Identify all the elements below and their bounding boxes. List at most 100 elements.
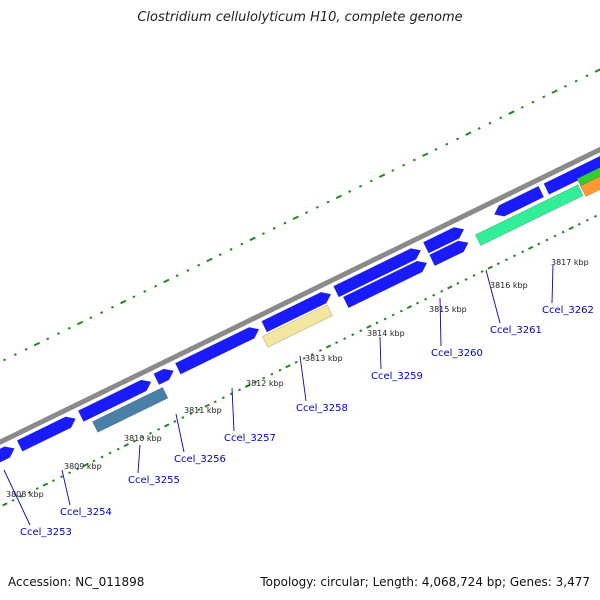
inner-tick-mark xyxy=(585,218,589,222)
outer-tick-mark xyxy=(89,316,93,320)
gene-label: Ccel_3262 xyxy=(542,305,594,316)
outer-tick-mark xyxy=(594,68,600,73)
outer-tick-mark xyxy=(585,74,589,78)
outer-tick-mark xyxy=(67,326,71,330)
outer-tick-mark xyxy=(465,131,472,136)
inner-tick-mark xyxy=(504,258,508,262)
kbp-label: 3810 kbp xyxy=(124,434,162,443)
outer-tick-mark xyxy=(358,184,363,188)
inner-tick-mark xyxy=(359,329,363,333)
inner-tick-mark xyxy=(456,281,460,285)
kbp-label: 3814 kbp xyxy=(367,329,405,338)
gene-label: Ccel_3256 xyxy=(174,454,226,465)
outer-tick-mark xyxy=(378,173,386,178)
inner-tick-mark xyxy=(35,487,39,490)
outer-tick-mark xyxy=(402,163,406,167)
outer-tick-mark xyxy=(197,263,201,267)
inner-tick-mark xyxy=(149,431,153,435)
inner-tick-mark xyxy=(2,502,8,507)
outer-tick-mark xyxy=(563,84,567,88)
outer-tick-mark xyxy=(315,205,319,209)
gene-feature xyxy=(153,368,174,385)
inner-tick-mark xyxy=(310,352,314,356)
gene-feature xyxy=(16,416,76,452)
outer-tick-mark xyxy=(412,158,416,162)
outer-tick-mark xyxy=(100,311,104,314)
inner-tick-mark xyxy=(472,274,476,277)
inner-tick-mark xyxy=(270,372,274,376)
outer-tick-mark xyxy=(13,353,17,357)
inner-tick-mark xyxy=(51,479,55,483)
gene-feature xyxy=(175,327,260,375)
gene-label: Ccel_3261 xyxy=(490,325,542,336)
inner-tick-mark xyxy=(60,475,64,479)
inner-tick-mark xyxy=(189,412,193,416)
gene-label-leader xyxy=(175,413,185,453)
genes-track xyxy=(0,156,600,463)
inner-tick-mark xyxy=(164,423,170,428)
inner-tick-mark xyxy=(140,435,144,439)
inner-tick-mark xyxy=(513,254,517,258)
inner-tick-mark xyxy=(204,403,210,408)
inner-tick-mark xyxy=(351,333,355,337)
gene-label-leader xyxy=(551,264,554,304)
outer-tick-mark xyxy=(154,284,158,288)
kbp-label: 3813 kbp xyxy=(305,354,343,363)
inner-tick-mark xyxy=(173,420,177,423)
outer-tick-mark xyxy=(391,169,395,172)
inner-tick-mark xyxy=(237,388,242,392)
inner-tick-mark xyxy=(11,498,15,502)
outer-tick-mark xyxy=(499,116,503,120)
outer-tick-mark xyxy=(229,247,233,251)
gene-feature xyxy=(0,446,15,463)
inner-tick-mark xyxy=(76,467,80,471)
outer-tick-mark xyxy=(542,95,546,99)
inner-tick-mark xyxy=(545,238,549,242)
inner-tick-mark xyxy=(521,250,525,254)
inner-tick-mark xyxy=(480,270,484,273)
gene-label-leader xyxy=(231,387,235,432)
map-title: Clostridium cellulolyticum H10, complete… xyxy=(137,10,463,25)
inner-tick-mark xyxy=(254,380,258,384)
outer-tick-mark xyxy=(574,79,578,83)
inner-tick-mark xyxy=(399,309,403,313)
gene-feature xyxy=(429,240,469,267)
kbp-label: 3817 kbp xyxy=(551,258,589,267)
gene-label-leader xyxy=(439,297,442,347)
inner-tick-mark xyxy=(83,462,89,467)
inner-tick-mark xyxy=(366,324,372,329)
outer-tick-mark xyxy=(143,290,147,293)
outer-tick-mark xyxy=(422,152,429,157)
inner-tick-mark xyxy=(294,360,298,364)
outer-tick-mark xyxy=(292,215,299,221)
outer-tick-mark xyxy=(283,221,287,225)
kbp-label: 3812 kbp xyxy=(246,379,284,388)
outer-tick-mark xyxy=(163,278,170,284)
inner-tick-mark xyxy=(335,341,339,344)
inner-tick-mark xyxy=(42,482,49,487)
inner-tick-mark xyxy=(424,297,428,301)
inner-tick-mark xyxy=(406,305,413,310)
outer-tick-mark xyxy=(218,253,222,257)
inner-tick-mark xyxy=(343,337,347,341)
outer-tick-mark xyxy=(531,100,535,104)
inner-tick-mark xyxy=(262,376,266,380)
outer-tick-mark xyxy=(24,347,28,351)
inner-ticks-track xyxy=(2,214,597,507)
gene-label-leader xyxy=(485,269,501,324)
inner-tick-mark xyxy=(68,471,72,475)
inner-tick-mark xyxy=(197,408,201,412)
gene-label-leader xyxy=(3,469,31,526)
outer-tick-mark xyxy=(186,269,190,272)
inner-tick-mark xyxy=(487,265,493,270)
gene-feature xyxy=(342,260,428,309)
inner-tick-mark xyxy=(383,317,387,321)
outer-tick-mark xyxy=(369,179,373,183)
outer-tick-mark xyxy=(477,126,481,130)
outer-tick-mark xyxy=(434,148,438,151)
outer-tick-mark xyxy=(56,332,61,335)
gene-feature xyxy=(580,175,600,197)
gene-feature xyxy=(92,386,169,433)
kbp-label: 3816 kbp xyxy=(490,281,528,290)
